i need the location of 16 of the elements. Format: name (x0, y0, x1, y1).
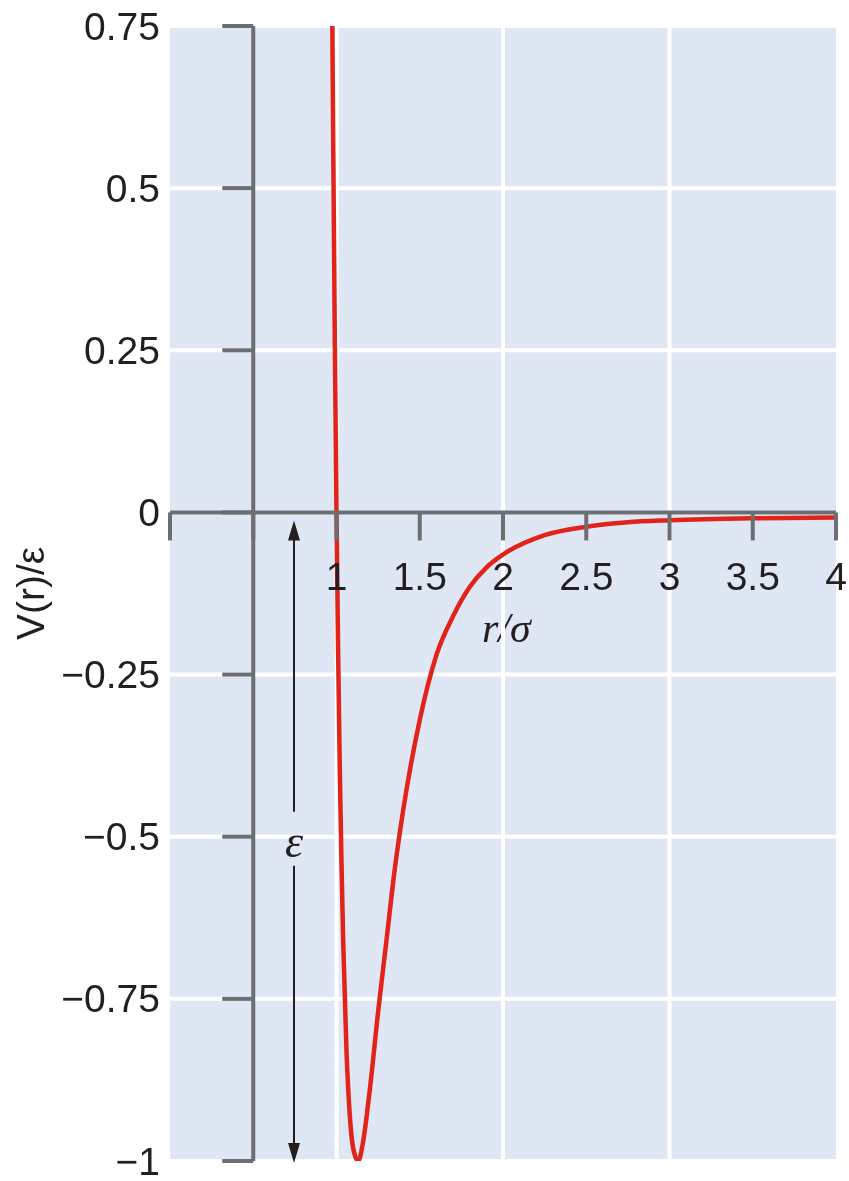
y-tick-label: 0.25 (84, 328, 160, 372)
x-tick-label: 2 (492, 555, 514, 599)
y-tick-label: −0.5 (83, 815, 160, 859)
y-tick-label: −0.25 (61, 653, 160, 697)
y-tick-label: 0 (138, 490, 160, 534)
y-tick-label: 0.5 (105, 166, 160, 210)
y-tick-label: −0.75 (61, 977, 160, 1021)
x-tick-label: 3 (658, 555, 681, 599)
y-tick-label: −1 (115, 1139, 160, 1181)
annotation: ε (284, 816, 304, 868)
y-tick-label: 0.75 (84, 4, 160, 48)
x-tick-label: 3.5 (725, 555, 780, 599)
x-tick-label: 1.5 (392, 555, 447, 599)
y-axis-title: V(r)/ε (8, 546, 52, 641)
x-tick-label: 4 (825, 555, 847, 599)
x-tick-label: 2.5 (559, 555, 614, 599)
